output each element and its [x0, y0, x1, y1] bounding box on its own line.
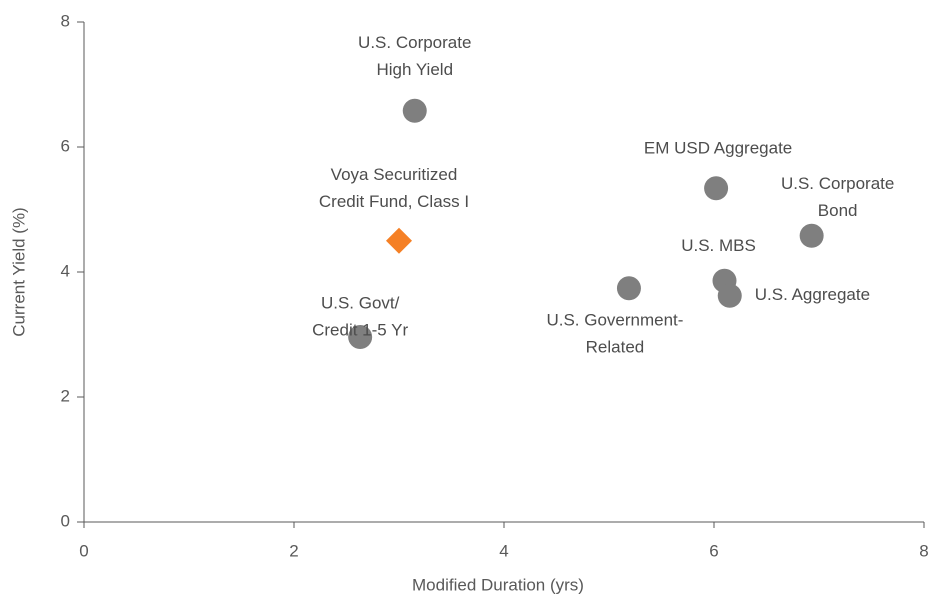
y-axis-label: Current Yield (%) — [9, 207, 28, 336]
point-label: Credit 1-5 Yr — [312, 320, 408, 339]
x-tick-label: 6 — [709, 541, 718, 560]
y-tick-label: 8 — [61, 11, 70, 30]
y-tick-label: 2 — [61, 386, 70, 405]
point-label: High Yield — [376, 60, 453, 79]
point — [386, 227, 412, 254]
point — [616, 276, 641, 301]
point-label: Bond — [818, 201, 858, 220]
point-label: Related — [586, 338, 645, 357]
x-axis-label: Modified Duration (yrs) — [412, 575, 584, 594]
x-tick-label: 0 — [79, 541, 88, 560]
point-label: Voya Securitized — [331, 165, 458, 184]
point — [348, 325, 373, 349]
point — [717, 283, 742, 308]
y-tick-label: 0 — [61, 511, 70, 530]
point-label: U.S. Corporate — [358, 33, 471, 52]
y-tick-label: 4 — [61, 261, 70, 280]
x-tick-label: 4 — [499, 541, 508, 560]
point-label: U.S. Govt/ — [321, 293, 400, 312]
x-tick-label: 2 — [289, 541, 298, 560]
point — [799, 223, 824, 248]
point-label: U.S. Corporate — [781, 174, 894, 193]
point-label: U.S. Aggregate — [755, 285, 870, 304]
point-label: EM USD Aggregate — [644, 139, 792, 158]
x-tick-label: 8 — [919, 541, 928, 560]
point-label: U.S. Government- — [546, 311, 683, 330]
point-label: Credit Fund, Class I — [319, 192, 469, 211]
point — [704, 176, 729, 201]
point-label: U.S. MBS — [681, 236, 756, 255]
y-tick-label: 6 — [61, 136, 70, 155]
point — [402, 98, 427, 123]
